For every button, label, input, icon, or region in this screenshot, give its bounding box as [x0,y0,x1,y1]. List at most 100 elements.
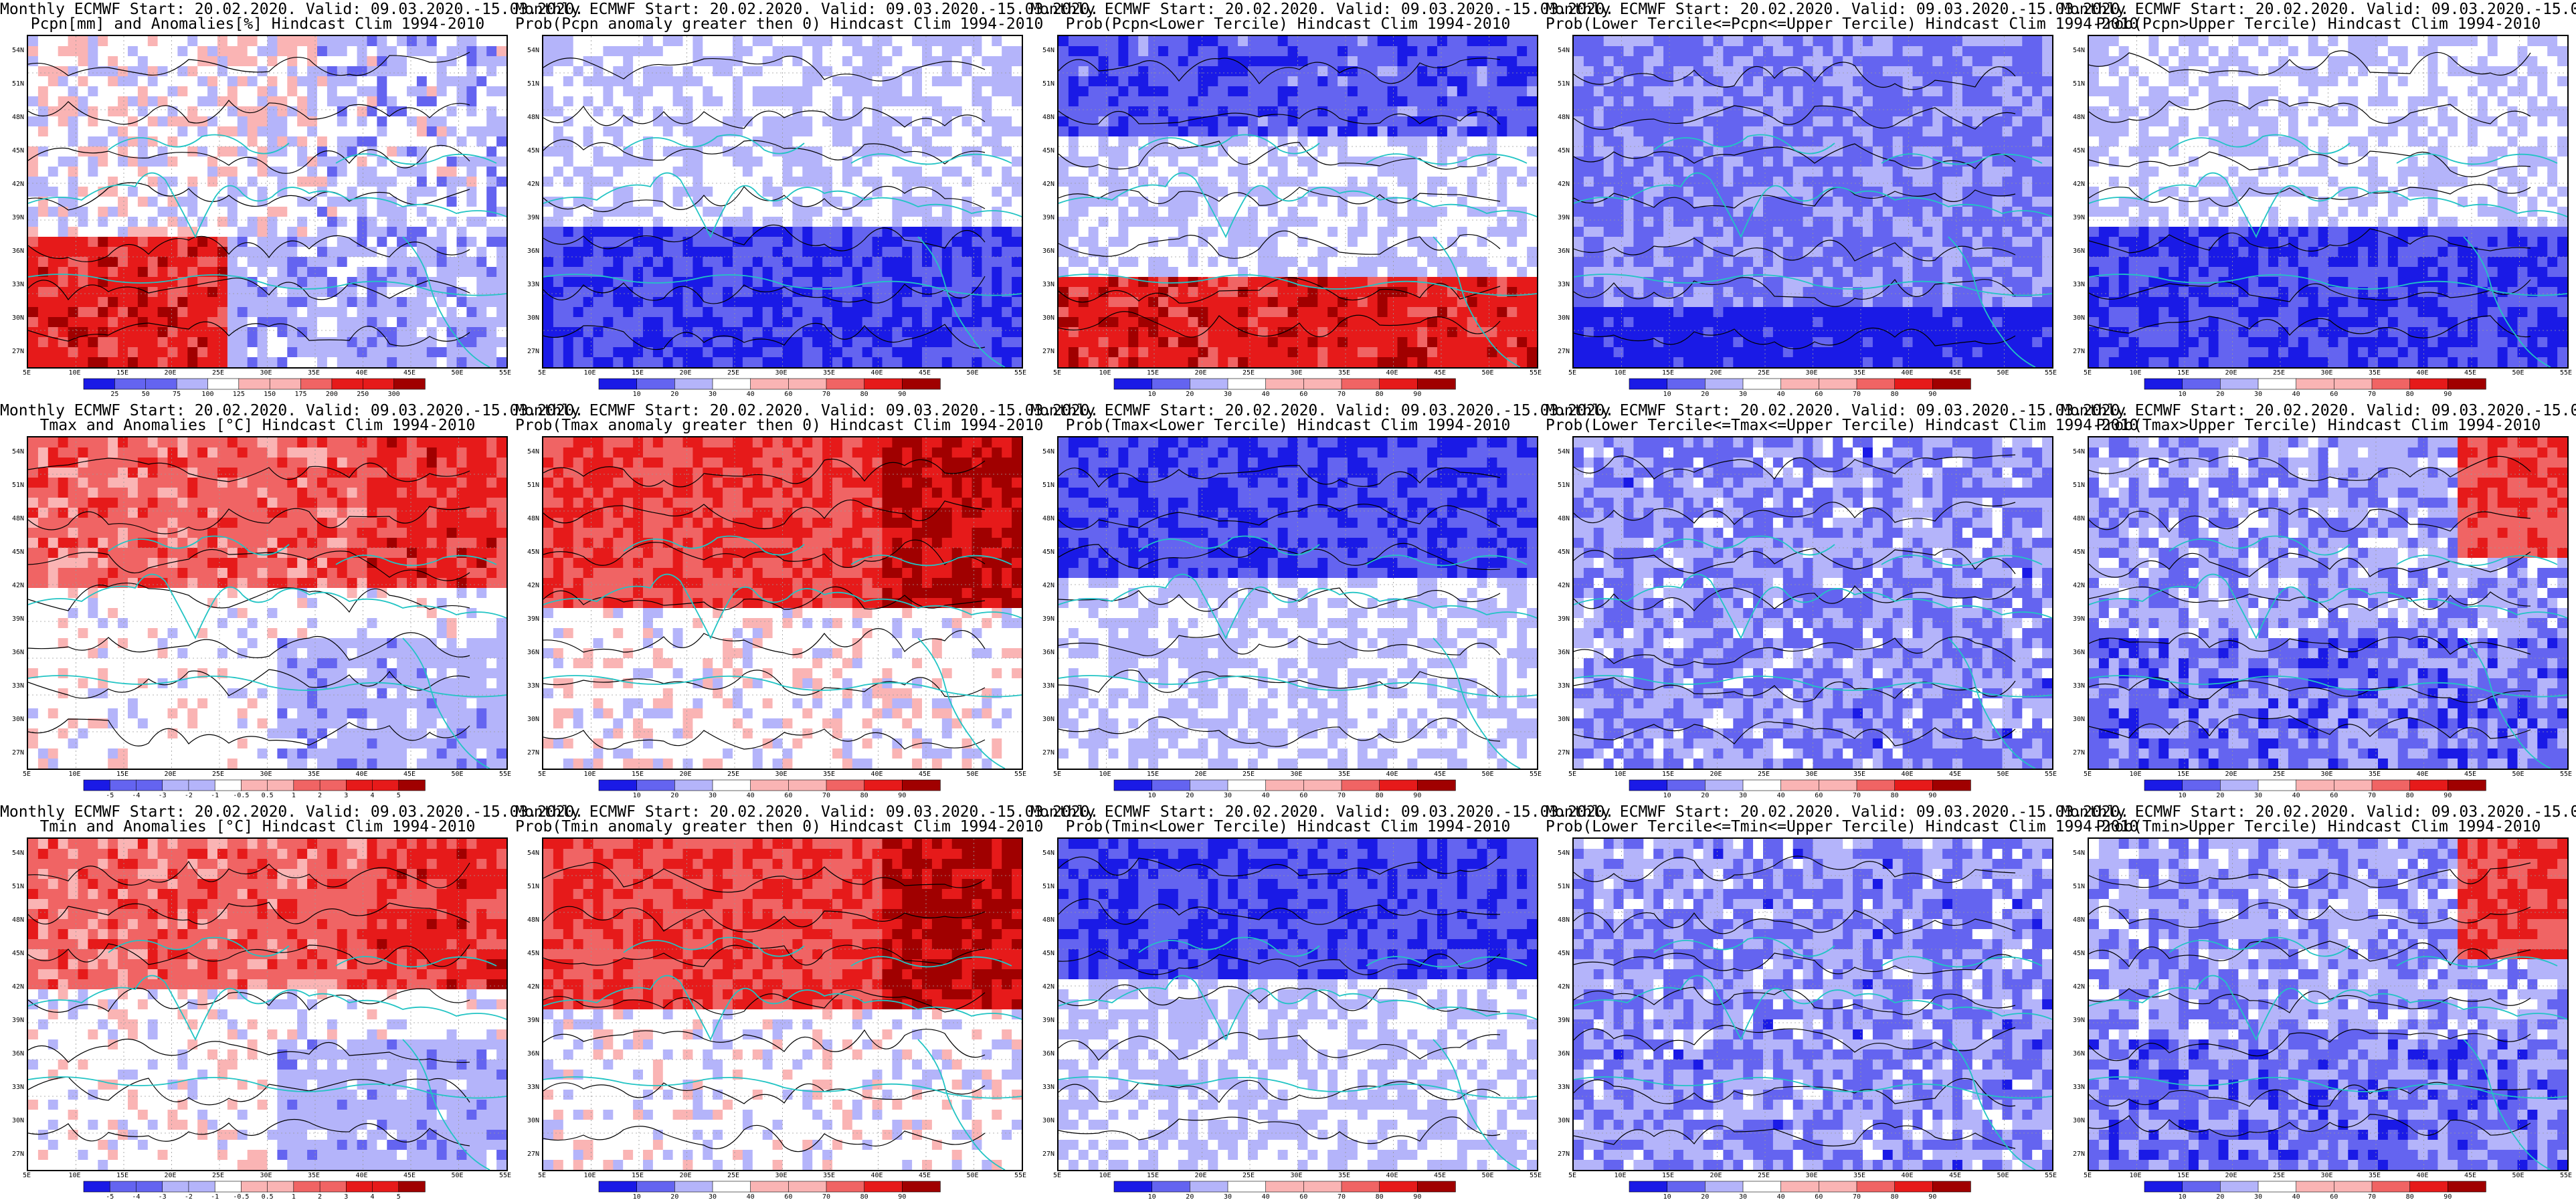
colorbar [2144,378,2486,390]
colorbar-tick-label: 90 [1919,1193,1946,1201]
colorbar-tick-label: 10 [1139,792,1166,799]
forecast-panel: Monthly ECMWF Start: 20.02.2020. Valid: … [1546,0,2138,401]
longitude-label: 15E [2170,1172,2197,1179]
contour-lines [1059,856,1501,1144]
latitude-label: 51N [1547,883,1570,890]
colorbar-swatch [1113,1181,1153,1193]
contour-lines [1574,454,2016,746]
graticule [2089,437,2567,769]
colorbar-tick-label: -5 [96,792,123,799]
longitude-label: 10E [1607,1172,1634,1179]
colorbar-swatch [269,378,302,390]
latitude-label: 39N [1032,615,1054,623]
colorbar [83,378,426,390]
longitude-label: 40E [1894,1172,1921,1179]
colorbar-tick-label: 20 [1691,391,1718,398]
latitude-label: 48N [1,114,24,121]
longitude-label: 45E [2457,369,2484,377]
colorbar-tick-label: 60 [775,792,802,799]
colorbar-swatch [331,378,363,390]
colorbar-swatches [83,1181,426,1193]
longitude-label: 55E [2553,369,2576,377]
latitude-label: 30N [1032,314,1054,322]
colorbar-tick-label: 70 [813,391,840,398]
longitude-label: 35E [1846,771,1873,778]
colorbar [83,1181,426,1193]
colorbar-swatch [901,1181,941,1193]
colorbar-swatch [1932,779,1971,791]
longitude-label: 15E [1139,771,1166,778]
latitude-label: 30N [1,716,24,723]
colorbar-swatch [1265,1181,1305,1193]
colorbar-tick-label: 90 [2434,1193,2461,1201]
latitude-label: 51N [517,80,539,88]
panel-title-line2: Prob(Tmin>Upper Tercile) Hindcast Clim 1… [2061,819,2576,835]
latitude-label: 39N [2062,214,2085,221]
colorbar-tick-label: 40 [1768,391,1795,398]
latitude-label: 51N [1032,883,1054,890]
coastlines [1059,936,1537,1170]
colorbar-swatch [1227,779,1267,791]
longitude-label: 40E [1894,369,1921,377]
colorbar-swatch [1379,779,1418,791]
colorbar-swatch [2144,1181,2183,1193]
longitude-label: 25E [1750,369,1777,377]
colorbar-swatch [2220,1181,2259,1193]
colorbar-swatch [750,779,790,791]
latitude-label: 30N [517,314,539,322]
longitude-label: 30E [253,771,280,778]
latitude-label: 36N [1032,1050,1054,1058]
latitude-label: 36N [1,1050,24,1058]
longitude-label: 40E [349,771,375,778]
latitude-label: 54N [1547,849,1570,857]
longitude-label: 10E [62,369,88,377]
colorbar-tick-label: 40 [737,792,764,799]
longitude-label: 20E [2218,369,2245,377]
longitude-label: 35E [300,771,327,778]
colorbar-tick-label: -2 [175,792,202,799]
colorbar-tick-label: -0.5 [227,1193,254,1201]
forecast-panel: Monthly ECMWF Start: 20.02.2020. Valid: … [0,0,583,401]
colorbar-tick-label: -4 [122,792,149,799]
longitude-label: 50E [1990,369,2017,377]
colorbar-swatch [188,1181,215,1193]
colorbar-tick-label: 5 [385,1193,412,1201]
colorbar-swatch [826,378,865,390]
latitude-label: 48N [1,515,24,522]
colorbar-swatch [1667,378,1706,390]
colorbar-tick-label: 25 [101,391,128,398]
longitude-label: 55E [2037,369,2064,377]
forecast-panel: Monthly ECMWF Start: 20.02.2020. Valid: … [515,401,1099,803]
latitude-label: 27N [1,348,24,355]
colorbar-tick-label: 150 [256,391,283,398]
coastlines [2089,936,2567,1170]
panel-title-line2: Prob(Tmin<Lower Tercile) Hindcast Clim 1… [1030,819,1546,835]
coastlines [28,936,507,1170]
longitude-label: 40E [349,1172,375,1179]
colorbar-swatches [2144,779,2486,791]
graticule [543,839,1022,1170]
colorbar-tick-label: 10 [2169,792,2196,799]
contour-lines [1059,465,1501,747]
longitude-label: 55E [1522,771,1549,778]
longitude-label: 50E [444,1172,471,1179]
colorbar-swatch [241,1181,268,1193]
longitude-label: 10E [62,771,88,778]
map-canvas [1059,437,1537,769]
latitude-label: 27N [517,1150,539,1158]
latitude-label: 42N [1547,181,1570,188]
colorbar-tick-label: 40 [737,391,764,398]
colorbar-tick-label: 30 [1214,792,1241,799]
colorbar-swatch [1932,1181,1971,1193]
latitude-label: 48N [517,515,539,522]
colorbar-swatch [188,779,215,791]
colorbar-swatch [162,779,189,791]
latitude-label: 27N [1547,348,1570,355]
latitude-label: 27N [1547,749,1570,757]
latitude-label: 54N [1,448,24,456]
colorbar-tick-label: 80 [2397,792,2423,799]
colorbar-swatches [1629,779,1971,791]
colorbar-swatch [2333,1181,2373,1193]
forecast-panel: Monthly ECMWF Start: 20.02.2020. Valid: … [1546,803,2138,1204]
colorbar-tick-label: 10 [1654,1193,1681,1201]
